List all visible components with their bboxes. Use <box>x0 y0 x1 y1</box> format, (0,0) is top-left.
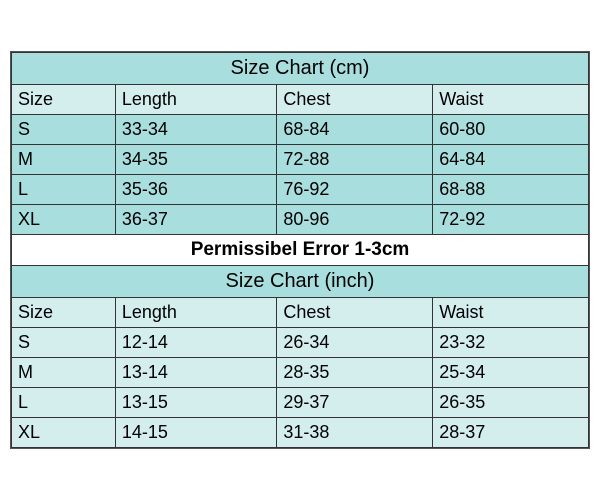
cell-length: 13-14 <box>115 358 277 388</box>
inch-header-row: Size Length Chest Waist <box>12 298 589 328</box>
cell-size: M <box>12 358 116 388</box>
cell-chest: 29-37 <box>277 388 433 418</box>
table-row: S 12-14 26-34 23-32 <box>12 328 589 358</box>
inch-col-waist: Waist <box>433 298 589 328</box>
cm-col-waist: Waist <box>433 85 589 115</box>
size-chart-container: Size Chart (cm) Size Length Chest Waist … <box>10 51 590 449</box>
inch-title-row: Size Chart (inch) <box>12 266 589 298</box>
cell-waist: 64-84 <box>433 145 589 175</box>
inch-title: Size Chart (inch) <box>12 266 589 298</box>
cm-col-size: Size <box>12 85 116 115</box>
table-row: XL 36-37 80-96 72-92 <box>12 205 589 235</box>
cell-chest: 80-96 <box>277 205 433 235</box>
cell-waist: 26-35 <box>433 388 589 418</box>
cell-size: S <box>12 115 116 145</box>
table-row: M 34-35 72-88 64-84 <box>12 145 589 175</box>
size-chart-table: Size Chart (cm) Size Length Chest Waist … <box>11 52 589 448</box>
cell-chest: 72-88 <box>277 145 433 175</box>
error-note-row: Permissibel Error 1-3cm <box>12 235 589 266</box>
cell-length: 13-15 <box>115 388 277 418</box>
cell-chest: 68-84 <box>277 115 433 145</box>
cell-chest: 28-35 <box>277 358 433 388</box>
cm-title-row: Size Chart (cm) <box>12 53 589 85</box>
cell-size: XL <box>12 205 116 235</box>
cm-title: Size Chart (cm) <box>12 53 589 85</box>
size-chart-inch-block: Size Chart (inch) Size Length Chest Wais… <box>12 266 589 448</box>
cell-length: 12-14 <box>115 328 277 358</box>
error-note: Permissibel Error 1-3cm <box>12 235 589 266</box>
cell-size: L <box>12 388 116 418</box>
cell-length: 36-37 <box>115 205 277 235</box>
cell-length: 35-36 <box>115 175 277 205</box>
size-chart-cm-block: Size Chart (cm) Size Length Chest Waist … <box>12 53 589 266</box>
table-row: XL 14-15 31-38 28-37 <box>12 418 589 448</box>
cell-length: 33-34 <box>115 115 277 145</box>
cell-size: M <box>12 145 116 175</box>
cell-chest: 31-38 <box>277 418 433 448</box>
cell-length: 34-35 <box>115 145 277 175</box>
inch-col-size: Size <box>12 298 116 328</box>
cell-waist: 25-34 <box>433 358 589 388</box>
cell-waist: 60-80 <box>433 115 589 145</box>
cell-size: S <box>12 328 116 358</box>
cell-size: L <box>12 175 116 205</box>
inch-col-length: Length <box>115 298 277 328</box>
table-row: S 33-34 68-84 60-80 <box>12 115 589 145</box>
cell-waist: 68-88 <box>433 175 589 205</box>
cm-col-chest: Chest <box>277 85 433 115</box>
cell-chest: 26-34 <box>277 328 433 358</box>
cm-col-length: Length <box>115 85 277 115</box>
cell-chest: 76-92 <box>277 175 433 205</box>
cell-length: 14-15 <box>115 418 277 448</box>
cell-size: XL <box>12 418 116 448</box>
inch-col-chest: Chest <box>277 298 433 328</box>
cell-waist: 28-37 <box>433 418 589 448</box>
cell-waist: 72-92 <box>433 205 589 235</box>
cell-waist: 23-32 <box>433 328 589 358</box>
table-row: L 13-15 29-37 26-35 <box>12 388 589 418</box>
table-row: M 13-14 28-35 25-34 <box>12 358 589 388</box>
table-row: L 35-36 76-92 68-88 <box>12 175 589 205</box>
cm-header-row: Size Length Chest Waist <box>12 85 589 115</box>
